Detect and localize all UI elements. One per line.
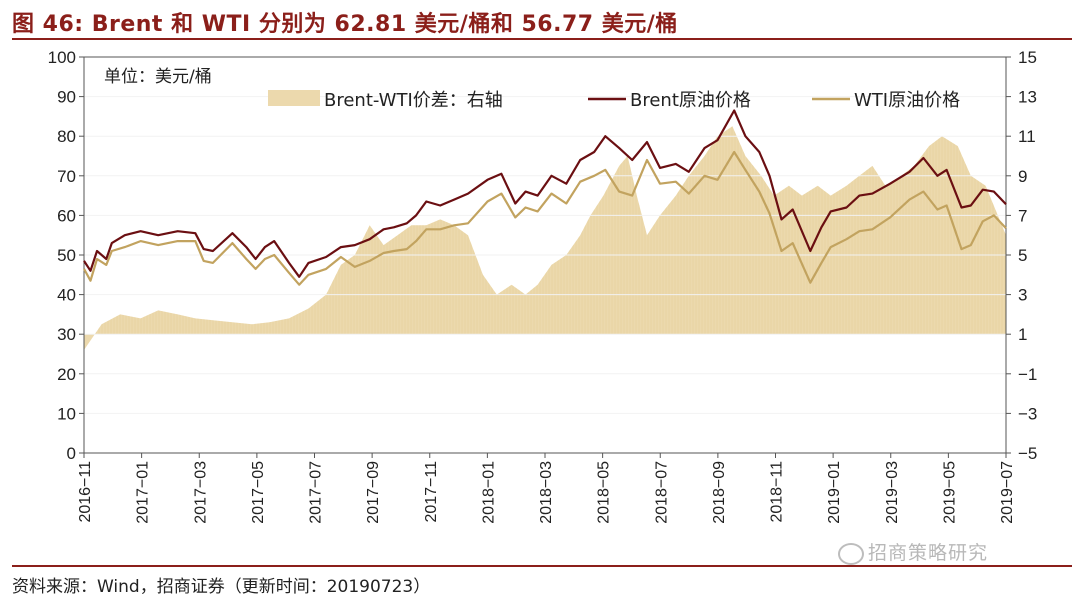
right-axis-label: −3 (1018, 404, 1037, 423)
x-axis-label: 2017−03 (192, 461, 209, 524)
x-axis-label: 2018−11 (769, 461, 786, 523)
x-axis-label: 2018−05 (596, 461, 613, 524)
wti-line (83, 150, 1007, 286)
x-axis-label: 2017−09 (365, 461, 382, 524)
plot-frame (83, 56, 1007, 454)
x-axis-label: 2018−09 (711, 461, 728, 524)
legend-label: Brent-WTI价差：右轴 (324, 90, 503, 111)
x-axis-label: 2019−05 (941, 461, 958, 524)
unit-label: 单位：美元/桶 (104, 67, 212, 87)
right-axis-label: 15 (1018, 48, 1037, 67)
right-axis-label: 5 (1018, 246, 1027, 265)
right-axis-label: 7 (1018, 206, 1027, 225)
spread-area (84, 126, 1006, 350)
legend-label: Brent原油价格 (630, 90, 751, 111)
right-axis-label: 11 (1018, 127, 1036, 146)
left-axis-label: 90 (57, 88, 76, 107)
wechat-icon (838, 542, 864, 565)
x-axis-label: 2016−11 (77, 461, 94, 523)
x-axis-label: 2019−01 (826, 461, 843, 524)
left-axis-label: 30 (57, 325, 76, 344)
source-note: 资料来源：Wind，招商证券（更新时间：20190723） (12, 577, 431, 597)
x-axis-label: 2018−07 (653, 461, 670, 524)
right-axis-label: 1 (1018, 325, 1027, 344)
x-axis-label: 2019−03 (884, 461, 901, 524)
footer-divider (12, 565, 1072, 567)
axes-layer: 0102030405060708090100−5−3−1135791113152… (48, 48, 1038, 524)
left-axis-label: 10 (57, 404, 76, 423)
watermark-text: 招商策略研究 (868, 542, 989, 564)
x-axis-label: 2017−01 (135, 461, 152, 524)
right-axis-label: −5 (1018, 444, 1037, 463)
left-axis-label: 20 (57, 365, 76, 384)
figure-title-bar: 图 46: Brent 和 WTI 分别为 62.81 美元/桶和 56.77 … (12, 0, 1072, 42)
x-axis-label: 2017−07 (308, 461, 325, 524)
figure-title: 图 46: Brent 和 WTI 分别为 62.81 美元/桶和 56.77 … (12, 12, 678, 37)
right-axis-label: 13 (1018, 88, 1037, 107)
x-axis-label: 2018−01 (480, 461, 497, 524)
right-axis-label: −1 (1018, 365, 1037, 384)
right-axis-label: 3 (1018, 286, 1027, 305)
left-axis-label: 0 (67, 444, 76, 463)
x-axis-label: 2019−07 (999, 461, 1016, 524)
x-axis-label: 2017−05 (250, 461, 267, 524)
left-axis-label: 50 (57, 246, 76, 265)
left-axis-label: 80 (57, 127, 76, 146)
x-axis-label: 2017−11 (423, 461, 440, 523)
legend-label: WTI原油价格 (854, 90, 960, 111)
left-axis-label: 40 (57, 286, 76, 305)
title-divider (12, 38, 1072, 40)
left-axis-label: 100 (48, 48, 76, 67)
price-lines-layer (83, 109, 1007, 286)
right-axis-label: 9 (1018, 167, 1027, 186)
x-axis-label: 2018−03 (538, 461, 555, 524)
left-axis-label: 70 (57, 167, 76, 186)
watermark: 招商策略研究 (838, 538, 988, 565)
legend-swatch-spread (268, 90, 320, 106)
legend: 单位：美元/桶 Brent-WTI价差：右轴 Brent原油价格 WTI原油价格 (104, 67, 960, 111)
brent-line (83, 109, 1007, 278)
left-axis-label: 60 (57, 206, 76, 225)
